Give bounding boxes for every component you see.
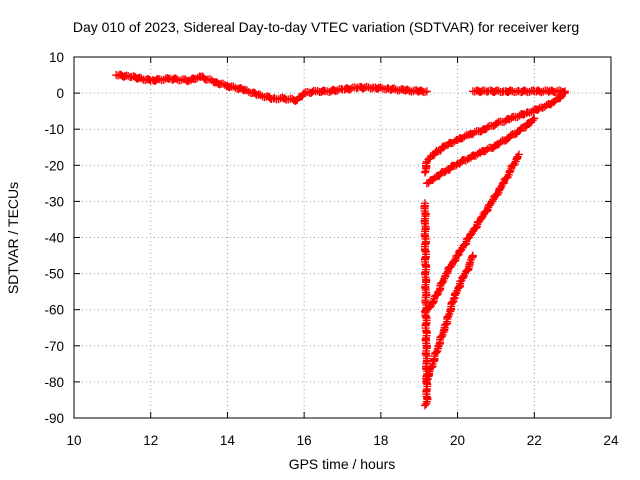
series-1-markers [112, 70, 431, 105]
x-tick-label: 16 [297, 433, 312, 448]
series-3-markers [420, 89, 569, 177]
series-7 [420, 199, 432, 410]
y-tick-label: -80 [44, 375, 64, 390]
x-tick-label: 20 [450, 433, 465, 448]
y-tick-label: 0 [56, 86, 64, 101]
x-tick-label: 24 [603, 433, 619, 448]
y-tick-label: -50 [44, 267, 64, 282]
series-4-markers [422, 114, 539, 188]
y-axis-label: SDTVAR / TECUs [5, 182, 21, 294]
series-4 [422, 114, 539, 188]
y-tick-label: -60 [44, 303, 64, 318]
x-tick-label: 12 [143, 433, 158, 448]
x-tick-label: 14 [220, 433, 236, 448]
x-tick-label: 18 [373, 433, 388, 448]
y-tick-label: -90 [44, 411, 64, 426]
y-tick-label: 10 [49, 50, 64, 65]
series-1 [112, 70, 431, 105]
series-7-markers [420, 199, 432, 410]
y-tick-label: -20 [44, 158, 64, 173]
y-tick-label: -70 [44, 339, 64, 354]
x-tick-label: 10 [66, 433, 81, 448]
series-2-markers [468, 86, 569, 97]
x-tick-label: 22 [527, 433, 542, 448]
y-tick-label: -40 [44, 231, 64, 246]
series-3 [420, 89, 569, 177]
x-axis-label: GPS time / hours [289, 456, 396, 472]
chart-title: Day 010 of 2023, Sidereal Day-to-day VTE… [73, 19, 579, 35]
y-tick-label: -10 [44, 122, 64, 137]
data-points [112, 70, 569, 410]
y-tick-label: -30 [44, 194, 64, 209]
series-2 [468, 86, 569, 97]
axis-ticks: 10 12 14 16 18 20 22 24 10 0 -10 -20 -30 -40 -50 -60 -70… [44, 50, 619, 448]
